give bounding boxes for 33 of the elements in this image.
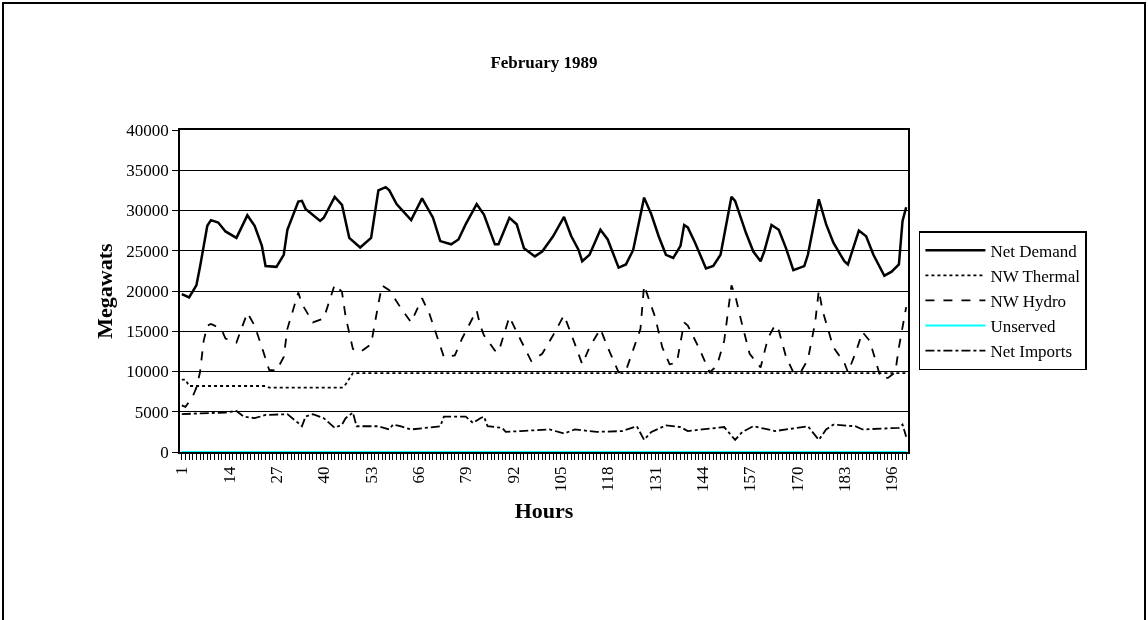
x-tick-label: 157 xyxy=(740,466,760,493)
x-tick-label: 14 xyxy=(219,466,239,484)
y-tick-label: 15000 xyxy=(126,322,169,342)
y-tick-label: 40000 xyxy=(126,120,169,140)
chart-title: February 1989 xyxy=(490,52,598,72)
legend-label: NW Hydro xyxy=(990,292,1067,312)
x-tick-label: 170 xyxy=(787,466,807,493)
x-tick-label: 79 xyxy=(456,466,476,484)
x-tick-label: 1 xyxy=(172,466,192,476)
legend-label: Net Demand xyxy=(990,241,1078,261)
y-tick-label: 0 xyxy=(160,442,169,462)
x-tick-label: 92 xyxy=(503,466,523,484)
x-axis-title: Hours xyxy=(514,498,574,524)
y-tick-label: 5000 xyxy=(134,402,169,422)
x-tick-label: 105 xyxy=(550,466,570,493)
x-tick-label: 131 xyxy=(645,466,665,493)
y-axis-title: Megawats xyxy=(91,242,117,339)
y-tick-label: 25000 xyxy=(126,241,169,261)
x-tick-label: 66 xyxy=(408,466,428,484)
y-tick-label: 20000 xyxy=(126,281,169,301)
x-tick-label: 27 xyxy=(266,466,286,484)
x-tick-label: 144 xyxy=(692,466,712,493)
legend-label: Net Imports xyxy=(990,342,1073,362)
x-tick-label: 118 xyxy=(598,466,618,492)
x-tick-label: 183 xyxy=(834,466,854,493)
x-tick-label: 53 xyxy=(361,466,381,484)
y-tick-label: 10000 xyxy=(126,362,169,382)
y-tick-label: 30000 xyxy=(126,201,169,221)
x-tick-label: 196 xyxy=(882,466,902,493)
legend-label: NW Thermal xyxy=(990,266,1081,286)
x-tick-label: 40 xyxy=(314,466,334,484)
legend-label: Unserved xyxy=(990,317,1057,337)
y-tick-label: 35000 xyxy=(126,161,169,181)
